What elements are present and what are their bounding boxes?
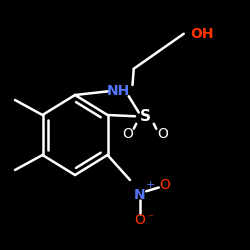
Text: O: O: [160, 178, 170, 192]
Text: ⁻: ⁻: [147, 214, 153, 224]
Text: N: N: [134, 188, 146, 202]
Text: NH: NH: [107, 84, 130, 98]
Text: O: O: [134, 213, 145, 227]
Text: S: S: [140, 109, 150, 124]
Text: OH: OH: [190, 27, 214, 41]
Text: O: O: [157, 127, 168, 141]
Text: O: O: [122, 127, 133, 141]
Text: +: +: [145, 180, 155, 190]
